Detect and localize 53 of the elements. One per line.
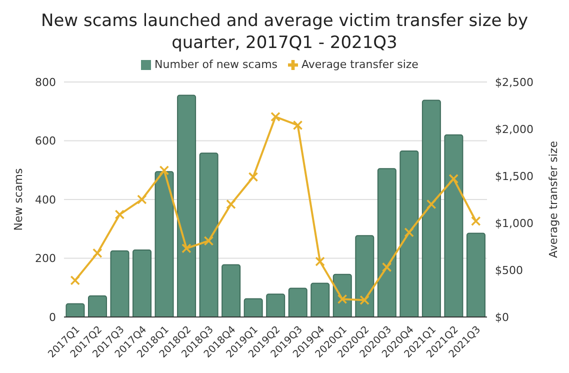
point: [360, 295, 370, 305]
point: [159, 165, 170, 176]
y2-tick-label: $500: [495, 264, 523, 277]
y2-tick-label: $1,000: [495, 216, 534, 230]
bar: [66, 303, 85, 317]
bar: [244, 298, 263, 317]
bar: [377, 168, 396, 317]
point: [404, 228, 414, 238]
y-axis-title: New scams: [12, 168, 25, 231]
y2-tick-label: $2,000: [495, 122, 534, 136]
bar: [132, 250, 152, 317]
point: [337, 294, 348, 304]
bar: [266, 294, 286, 317]
point: [448, 174, 459, 184]
y2-axis-title: Average transfer size: [546, 140, 560, 258]
point: [137, 194, 147, 204]
point: [382, 262, 392, 272]
y-tick-label: 0: [49, 310, 56, 324]
point: [92, 248, 102, 258]
point: [114, 210, 125, 220]
bar: [310, 282, 330, 317]
point: [226, 199, 236, 210]
chart-title: New scams launched and average victim transfer size by quarter, 2017Q1 - 2021Q3: [40, 10, 529, 54]
bar: [444, 134, 464, 317]
point: [315, 256, 325, 266]
legend-label: Average transfer size: [302, 58, 418, 71]
bar: [355, 235, 374, 317]
bar: [466, 232, 486, 317]
point: [270, 112, 280, 122]
point: [248, 172, 258, 182]
y-tick-label: 600: [35, 134, 56, 148]
bar: [110, 250, 130, 317]
point: [70, 275, 80, 286]
bar: [154, 171, 174, 317]
legend-label: Number of new scams: [154, 58, 278, 71]
point: [292, 120, 303, 130]
y-tick-label: 800: [35, 76, 56, 89]
y2-tick-label: $0: [495, 310, 509, 324]
y-tick-label: 400: [35, 193, 56, 206]
bar: [422, 100, 441, 317]
y2-tick-label: $2,500: [495, 76, 534, 89]
bar: [222, 264, 241, 317]
y2-tick-label: $1,500: [495, 170, 534, 183]
bar: [199, 152, 218, 317]
bar: [288, 288, 308, 317]
bar: [177, 94, 196, 317]
bar: [88, 295, 107, 317]
point: [426, 199, 436, 210]
y-tick-label: 200: [35, 252, 56, 266]
point: [204, 236, 214, 246]
point: [182, 243, 192, 254]
point: [470, 216, 481, 226]
bar: [400, 150, 419, 317]
